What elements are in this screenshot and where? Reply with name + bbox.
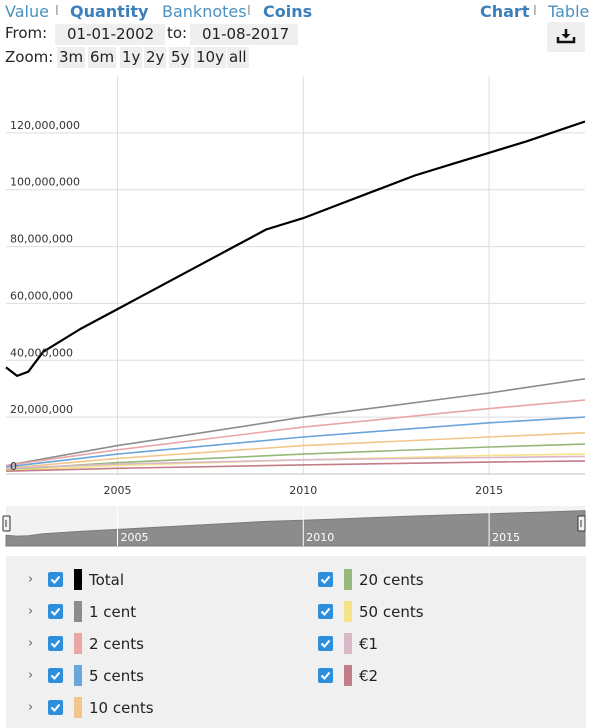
zoom-3m-button[interactable]: 3m [57,47,86,68]
legend: › Total › 1 cent › 2 cents › 5 cents › 1… [6,556,586,728]
swatch-1-euro [344,633,352,654]
from-label: From: [5,24,48,42]
check-icon [320,639,331,648]
y-tick-label: 60,000,000 [10,289,73,302]
series-line-2-cents [5,399,586,467]
x-tick-label: 2015 [475,484,503,497]
plot-background [6,76,585,474]
check-icon [50,639,61,648]
swatch-5-cents [74,665,82,686]
series-line--1 [5,455,586,470]
navigator-series-area [5,510,586,547]
checkbox-10-cents[interactable] [48,700,63,715]
legend-label-1-cent: 1 cent [89,603,137,621]
swatch-total [74,569,82,590]
tab-quantity[interactable]: Quantity [70,2,149,21]
checkbox-50-cents[interactable] [318,604,333,619]
zoom-5y-button[interactable]: 5y [169,47,192,68]
check-icon [50,671,61,680]
swatch-20-cents [344,569,352,590]
checkbox-2-euro[interactable] [318,668,333,683]
tab-table[interactable]: Table [548,2,590,21]
tab-separator: I [247,4,251,19]
swatch-50-cents [344,601,352,622]
y-tick-label: 20,000,000 [10,403,73,416]
navigator-tick-label: 2015 [492,531,520,544]
check-icon [50,703,61,712]
tab-separator: I [533,4,537,19]
chevron-right-icon[interactable]: › [28,572,34,587]
series-line-total [5,120,586,377]
y-tick-label: 80,000,000 [10,233,73,246]
y-tick-label: 40,000,000 [10,346,73,359]
y-tick-label: 120,000,000 [10,119,80,132]
legend-label-2-cents: 2 cents [89,635,144,653]
download-icon [556,29,576,44]
chevron-right-icon[interactable]: › [28,700,34,715]
chart: 0 20,000,000 40,000,000 60,000,000 80,000,00… [2,76,586,547]
zoom-all-button[interactable]: all [227,47,249,68]
x-tick-label: 2010 [289,484,317,497]
chevron-right-icon[interactable]: › [28,636,34,651]
checkbox-1-euro[interactable] [318,636,333,651]
chevron-right-icon[interactable]: › [28,668,34,683]
swatch-2-cents [74,633,82,654]
to-date-input[interactable]: 01-08-2017 [190,24,298,45]
view-tabs-bar: Value I Quantity Banknotes I Coins Chart… [0,0,591,24]
checkbox-total[interactable] [48,572,63,587]
chevron-right-icon[interactable]: › [28,604,34,619]
y-tick-label: 0 [10,460,17,473]
series-line-1-cent [5,378,586,467]
zoom-label: Zoom: [5,48,54,66]
zoom-2y-button[interactable]: 2y [144,47,167,68]
from-date-input[interactable]: 01-01-2002 [55,24,165,45]
check-icon [50,607,61,616]
tab-chart[interactable]: Chart [480,2,530,21]
legend-label-50-cents: 50 cents [359,603,424,621]
tab-banknotes[interactable]: Banknotes [162,2,247,21]
check-icon [320,671,331,680]
legend-label-5-cents: 5 cents [89,667,144,685]
to-label: to: [167,24,188,42]
legend-label-2-euro: €2 [359,667,379,685]
tab-coins[interactable]: Coins [263,2,313,21]
zoom-10y-button[interactable]: 10y [194,47,226,68]
legend-label-1-euro: €1 [359,635,379,653]
series-line--2 [5,460,586,472]
swatch-10-cents [74,697,82,718]
series-line-5-cents [5,416,586,468]
legend-label-total: Total [89,571,125,589]
checkbox-20-cents[interactable] [318,572,333,587]
checkbox-2-cents[interactable] [48,636,63,651]
y-tick-label: 100,000,000 [10,176,80,189]
zoom-1y-button[interactable]: 1y [120,47,143,68]
checkbox-5-cents[interactable] [48,668,63,683]
zoom-bar: Zoom: 3m 6m 1y 2y 5y 10y all [5,47,265,68]
tab-separator: I [55,4,59,19]
zoom-6m-button[interactable]: 6m [88,47,117,68]
tab-value[interactable]: Value [5,2,49,21]
download-button[interactable] [547,22,585,52]
legend-label-10-cents: 10 cents [89,699,154,717]
legend-label-20-cents: 20 cents [359,571,424,589]
check-icon [320,575,331,584]
swatch-1-cent [74,601,82,622]
navigator-tick-label: 2005 [120,531,148,544]
navigator-tick-label: 2010 [306,531,334,544]
checkbox-1-cent[interactable] [48,604,63,619]
x-tick-label: 2005 [103,484,131,497]
series-line-10-cents [5,432,586,470]
check-icon [320,607,331,616]
swatch-2-euro [344,665,352,686]
check-icon [50,575,61,584]
